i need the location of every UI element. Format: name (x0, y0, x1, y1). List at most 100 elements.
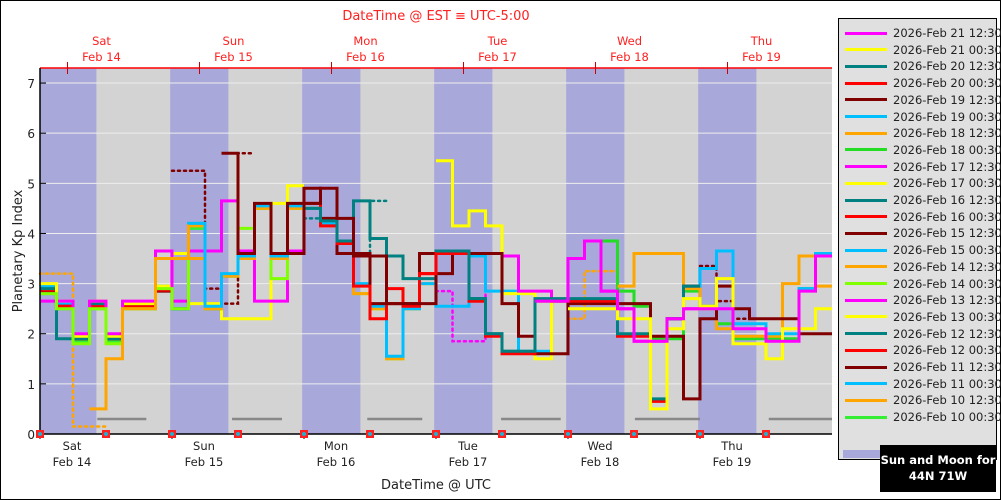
legend-label: 2026-Feb 18 12:30 (893, 126, 1001, 141)
legend-item: 2026-Feb 17 00:30 (845, 175, 1001, 191)
top-tick-date: Feb 15 (214, 50, 253, 64)
time-marker-center (500, 432, 504, 436)
top-tick-date: Feb 18 (610, 50, 649, 64)
legend-item: 2026-Feb 20 00:30 (845, 75, 1001, 91)
legend-item: 2026-Feb 10 00:30 (845, 409, 1001, 425)
legend-swatch (845, 348, 887, 352)
x-tick-date: Feb 18 (581, 455, 620, 469)
x-tick-date: Feb 16 (317, 455, 356, 469)
legend-item: 2026-Feb 21 12:30 (845, 25, 1001, 41)
legend-swatch (845, 382, 887, 386)
legend-label: 2026-Feb 20 12:30 (893, 59, 1001, 74)
legend-item: 2026-Feb 17 12:30 (845, 159, 1001, 175)
x-tick-date: Feb 14 (53, 455, 92, 469)
legend-label: 2026-Feb 19 12:30 (893, 92, 1001, 107)
legend-label: 2026-Feb 15 00:30 (893, 243, 1001, 258)
legend-item: 2026-Feb 13 00:30 (845, 309, 1001, 325)
legend-label: 2026-Feb 21 12:30 (893, 26, 1001, 40)
legend-item: 2026-Feb 18 12:30 (845, 125, 1001, 141)
y-tick-label: 1 (27, 378, 35, 392)
legend-item: 2026-Feb 12 00:30 (845, 342, 1001, 358)
x-tick-day: Tue (457, 439, 478, 453)
legend-night-swatch (843, 450, 883, 458)
series-line (40, 184, 304, 338)
legend: 2026-Feb 21 12:30 2026-Feb 21 00:30 2026-F… (838, 18, 1001, 460)
night-band (40, 68, 97, 434)
series-line (617, 252, 832, 338)
top-tick-day: Sat (92, 34, 111, 48)
dotted-series-line (698, 264, 751, 320)
legend-swatch (845, 81, 887, 85)
top-tick-day: Mon (353, 34, 377, 48)
legend-label: 2026-Feb 11 00:30 (893, 376, 1001, 391)
time-marker-center (236, 432, 240, 436)
legend-swatch (845, 298, 887, 302)
legend-label: 2026-Feb 21 00:30 (893, 42, 1001, 57)
time-marker-center (38, 432, 42, 436)
legend-swatch (845, 31, 887, 35)
time-marker-center (566, 432, 570, 436)
legend-label: 2026-Feb 14 00:30 (893, 276, 1001, 291)
sun-moon-label: Sun and Moon for 44N 71W (880, 445, 996, 492)
dotted-series-line (38, 272, 108, 428)
time-marker-center (632, 432, 636, 436)
y-tick-label: 2 (27, 328, 35, 342)
legend-swatch (845, 282, 887, 285)
legend-item: 2026-Feb 16 12:30 (845, 192, 1001, 208)
sun-moon-line1: Sun and Moon for (880, 453, 996, 467)
time-marker-center (764, 432, 768, 436)
top-tick-date: Feb 17 (478, 50, 517, 64)
legend-label: 2026-Feb 15 12:30 (893, 226, 1001, 241)
top-tick-date: Feb 19 (742, 50, 781, 64)
legend-label: 2026-Feb 13 00:30 (893, 309, 1001, 324)
legend-label: 2026-Feb 19 00:30 (893, 109, 1001, 124)
legend-swatch (845, 231, 887, 235)
legend-label: 2026-Feb 12 00:30 (893, 343, 1001, 358)
legend-item: 2026-Feb 20 12:30 (845, 58, 1001, 74)
legend-swatch (845, 64, 887, 68)
x-tick-date: Feb 15 (185, 455, 224, 469)
night-band (302, 68, 361, 434)
time-marker-center (302, 432, 306, 436)
series-line (436, 159, 568, 361)
top-axis-title: DateTime @ EST ≡ UTC-5:00 (342, 9, 529, 24)
legend-swatch (845, 198, 887, 202)
legend-item: 2026-Feb 14 12:30 (845, 259, 1001, 275)
legend-swatch (845, 315, 887, 319)
x-tick-day: Mon (324, 439, 348, 453)
legend-item: 2026-Feb 12 12:30 (845, 326, 1001, 342)
legend-label: 2026-Feb 17 00:30 (893, 176, 1001, 191)
legend-item: 2026-Feb 10 12:30 (845, 392, 1001, 408)
legend-label: 2026-Feb 11 12:30 (893, 360, 1001, 374)
legend-item: 2026-Feb 11 00:30 (845, 376, 1001, 392)
top-tick-date: Feb 16 (346, 50, 385, 64)
time-marker-center (104, 432, 108, 436)
legend-item: 2026-Feb 19 12:30 (845, 92, 1001, 108)
legend-item: 2026-Feb 13 12:30 (845, 292, 1001, 308)
y-axis-title: Planetary Kp Index (11, 189, 26, 312)
legend-item: 2026-Feb 18 00:30 (845, 142, 1001, 158)
legend-swatch (845, 181, 887, 185)
legend-swatch (845, 115, 887, 118)
legend-label: 2026-Feb 14 12:30 (893, 259, 1001, 274)
sun-moon-line2: 44N 71W (908, 469, 968, 483)
time-marker-center (698, 432, 702, 436)
legend-item: 2026-Feb 16 00:30 (845, 209, 1001, 225)
top-tick-day: Tue (487, 34, 508, 48)
top-tick-day: Wed (617, 34, 642, 48)
x-tick-date: Feb 17 (449, 455, 488, 469)
x-tick-day: Thu (720, 439, 743, 453)
legend-item: 2026-Feb 15 12:30 (845, 225, 1001, 241)
legend-label: 2026-Feb 18 00:30 (893, 142, 1001, 157)
legend-label: 2026-Feb 10 00:30 (893, 410, 1001, 425)
x-axis-title: DateTime @ UTC (381, 478, 491, 493)
y-tick-label: 0 (27, 428, 35, 442)
legend-swatch (845, 332, 887, 336)
series-line (535, 239, 832, 343)
time-marker-center (368, 432, 372, 436)
y-tick-label: 7 (27, 77, 35, 91)
legend-swatch (845, 165, 887, 169)
x-tick-day: Wed (587, 439, 612, 453)
plot-area: 0 1 2 3 4 5 6 7 Sat Feb 14 Sun Feb 15 Mon Feb 16 Tue Fe… (27, 34, 832, 469)
legend-item: 2026-Feb 19 00:30 (845, 109, 1001, 125)
